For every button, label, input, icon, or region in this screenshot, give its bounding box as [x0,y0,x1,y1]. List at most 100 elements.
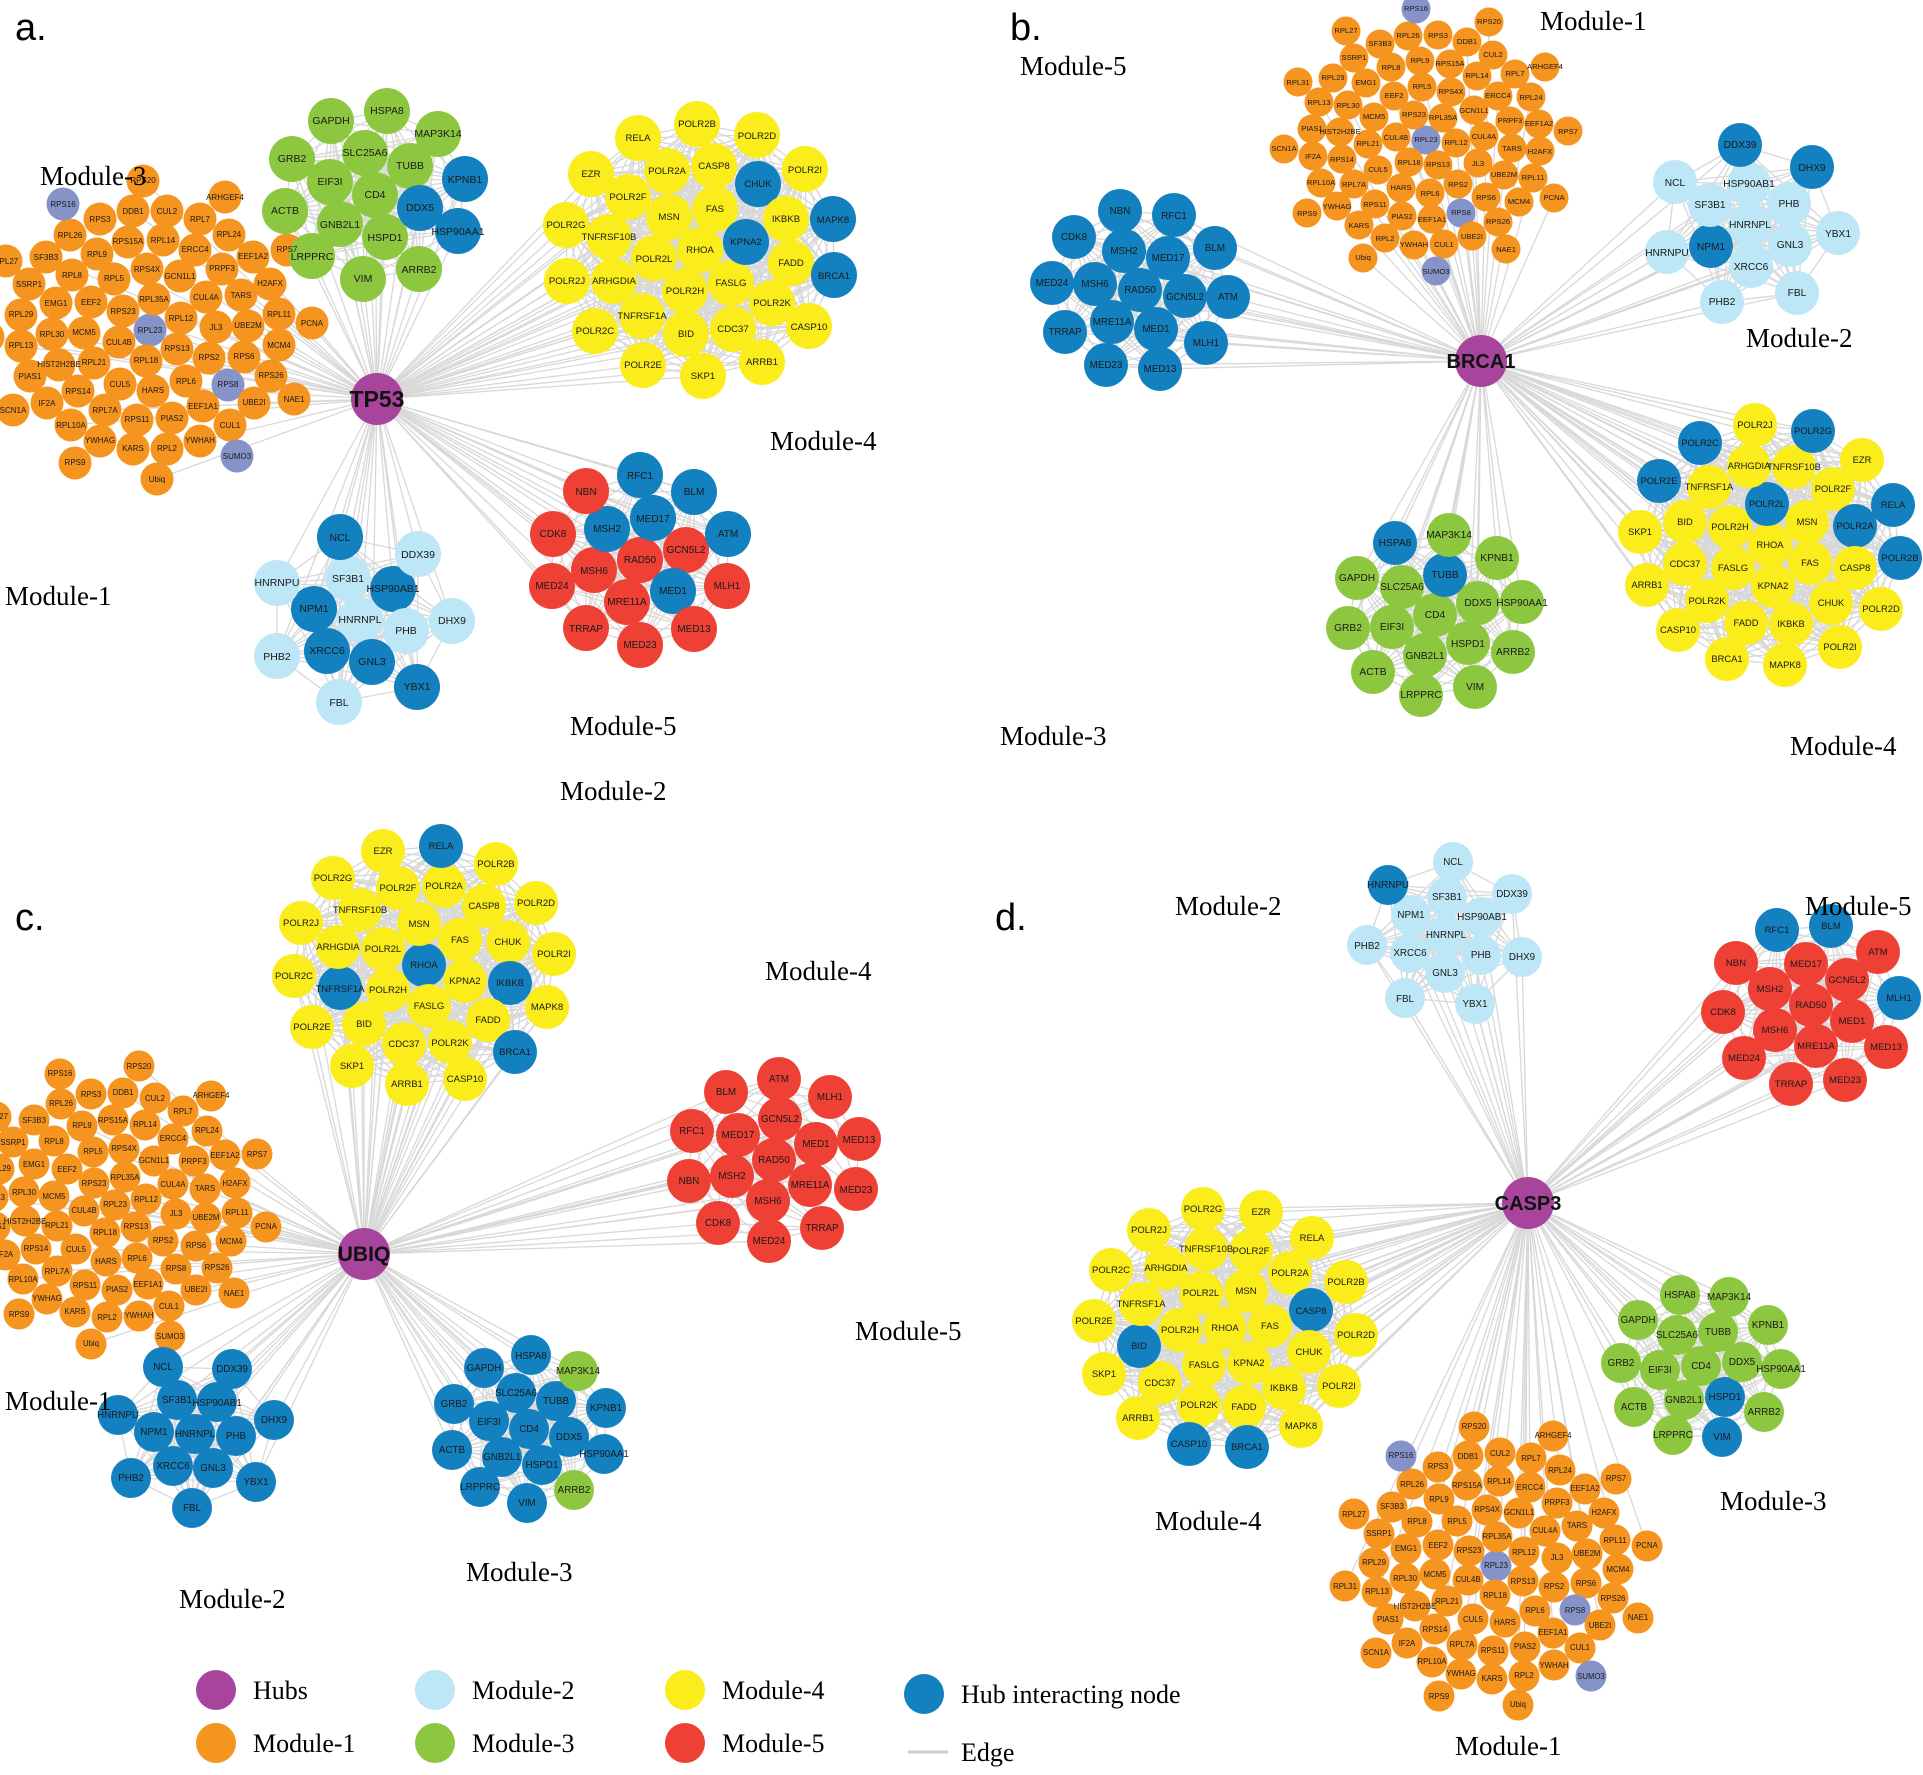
svg-text:RPS15A: RPS15A [1435,59,1465,68]
svg-text:GNB2L1: GNB2L1 [1405,651,1444,662]
svg-text:HIST2H2BE: HIST2H2BE [37,360,81,369]
svg-text:FAS: FAS [451,935,469,946]
svg-text:POLR2E: POLR2E [1641,475,1678,486]
svg-text:MSH2: MSH2 [593,524,621,535]
svg-text:TUBB: TUBB [1431,570,1458,581]
svg-text:FBL: FBL [1788,288,1807,299]
svg-text:RPS23: RPS23 [82,1179,107,1188]
svg-text:CUL4B: CUL4B [71,1206,96,1215]
svg-text:KARS: KARS [64,1307,85,1316]
svg-text:HNRNPL: HNRNPL [175,1429,216,1440]
svg-text:KPNA2: KPNA2 [1758,580,1789,591]
svg-text:RPL23: RPL23 [1484,1561,1508,1570]
svg-text:RPL5: RPL5 [1413,82,1432,91]
svg-text:BID: BID [356,1019,372,1030]
svg-text:Ubiq: Ubiq [83,1339,99,1348]
svg-text:MCM5: MCM5 [1363,112,1385,121]
svg-text:POLR2E: POLR2E [293,1022,331,1033]
svg-text:TNFRSF1A: TNFRSF1A [1685,481,1734,492]
svg-text:POLR2G: POLR2G [1794,425,1832,436]
svg-text:TUBB: TUBB [396,160,424,172]
svg-text:RPL12: RPL12 [134,1195,158,1204]
svg-text:RPS8: RPS8 [1451,208,1471,217]
svg-text:RPS26: RPS26 [1486,217,1510,226]
svg-text:NAE1: NAE1 [284,395,305,404]
svg-text:MRE11A: MRE11A [791,1180,830,1191]
svg-text:POLR2B: POLR2B [1882,552,1919,563]
svg-text:RPS16: RPS16 [48,1069,73,1078]
svg-text:BRCA1: BRCA1 [818,271,850,282]
svg-text:POLR2C: POLR2C [576,326,614,337]
svg-text:ARRB1: ARRB1 [391,1079,423,1090]
svg-text:CUL4B: CUL4B [1455,1575,1480,1584]
svg-text:EMG1: EMG1 [23,1160,45,1169]
svg-text:RAD50: RAD50 [758,1155,790,1166]
svg-text:POLR2C: POLR2C [275,971,313,982]
svg-text:HSP90AA1: HSP90AA1 [1496,598,1548,609]
svg-text:YBX1: YBX1 [404,681,431,693]
svg-text:SLC25A6: SLC25A6 [495,1388,537,1399]
svg-text:CDK8: CDK8 [705,1218,732,1229]
svg-text:POLR2E: POLR2E [624,360,662,371]
svg-text:RPL30: RPL30 [12,1188,37,1197]
svg-text:RPS11: RPS11 [1363,200,1387,209]
svg-text:RPL35A: RPL35A [1429,113,1458,122]
svg-text:DDX5: DDX5 [556,1432,583,1443]
svg-text:SCN1A: SCN1A [0,406,27,415]
svg-text:SSRP1: SSRP1 [0,1138,26,1147]
svg-text:MLH1: MLH1 [714,581,741,592]
svg-text:CUL5: CUL5 [110,380,131,389]
svg-text:SSRP1: SSRP1 [16,280,43,289]
svg-text:ARRB2: ARRB2 [1496,647,1530,658]
svg-text:CD4: CD4 [1425,610,1446,621]
svg-text:GCN5L2: GCN5L2 [1166,292,1204,303]
svg-text:HSPA8: HSPA8 [1379,538,1412,549]
svg-text:CUL2: CUL2 [145,1094,165,1103]
svg-text:PHB2: PHB2 [1709,297,1736,308]
svg-text:RELA: RELA [625,133,651,144]
svg-text:DHX9: DHX9 [1798,163,1826,174]
svg-text:RPL23: RPL23 [103,1200,127,1209]
svg-text:HARS: HARS [95,1257,117,1266]
svg-text:RHOA: RHOA [410,960,438,971]
svg-text:DHX9: DHX9 [261,1415,287,1426]
svg-text:CDC37: CDC37 [717,324,748,335]
svg-text:HSPA8: HSPA8 [370,105,404,117]
svg-text:SKP1: SKP1 [691,371,716,382]
svg-text:RPS11: RPS11 [125,415,150,424]
svg-text:PRPF3: PRPF3 [181,1157,206,1166]
svg-text:DDB1: DDB1 [1457,37,1477,46]
svg-text:MED23: MED23 [840,1185,873,1196]
svg-text:POLR2F: POLR2F [380,883,417,894]
svg-text:YWHAG: YWHAG [85,436,115,445]
svg-text:CDK8: CDK8 [540,529,567,540]
svg-text:EEF1A2: EEF1A2 [210,1151,239,1160]
svg-text:CD4: CD4 [519,1424,539,1435]
svg-text:RPL6: RPL6 [176,377,197,386]
svg-text:CHUK: CHUK [744,179,772,190]
svg-text:CUL4A: CUL4A [160,1180,186,1189]
svg-text:RPL14: RPL14 [151,236,176,245]
svg-text:POLR2G: POLR2G [314,873,353,884]
svg-text:HSP90AA1: HSP90AA1 [431,226,484,238]
svg-text:MRE11A: MRE11A [607,597,647,608]
svg-text:POLR2B: POLR2B [477,859,515,870]
svg-text:FASLG: FASLG [716,278,747,289]
svg-text:LRPPRC: LRPPRC [291,251,334,263]
svg-text:ATM: ATM [769,1074,789,1085]
svg-text:POLR2K: POLR2K [431,1038,469,1049]
svg-text:RPS20: RPS20 [127,1062,152,1071]
svg-text:RPS7: RPS7 [247,1150,267,1159]
svg-text:NBN: NBN [1110,206,1131,217]
svg-text:MSH6: MSH6 [580,566,608,577]
svg-text:POLR2D: POLR2D [738,131,776,142]
svg-text:RPL35A: RPL35A [139,295,169,304]
svg-text:SF3B1: SF3B1 [162,1395,192,1406]
svg-text:PIAS2: PIAS2 [106,1285,128,1294]
svg-text:MSH6: MSH6 [1081,279,1109,290]
svg-text:RPL18: RPL18 [134,356,159,365]
svg-text:KARS: KARS [122,444,144,453]
svg-text:RPL26: RPL26 [58,231,83,240]
svg-text:ERCC4: ERCC4 [1485,91,1511,100]
svg-text:DDX39: DDX39 [401,549,435,561]
